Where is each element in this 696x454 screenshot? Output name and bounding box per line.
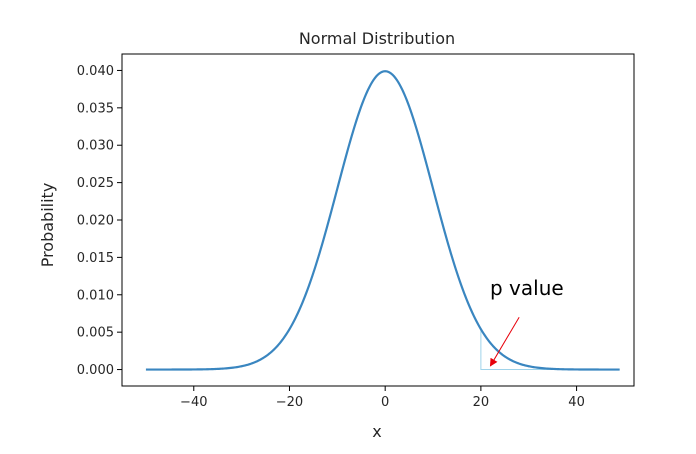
y-tick-label: 0.040 — [77, 64, 114, 79]
axes-layer: −40 −20 0 20 40 0.000 0.005 0.010 0.015 0.020 0.02… — [77, 53, 635, 410]
x-tick-label: 0 — [381, 395, 389, 410]
x-tick-label: −40 — [180, 395, 207, 410]
x-tick-label: 20 — [473, 395, 490, 410]
annotation-layer — [489, 316, 520, 367]
pdf-curve-line — [145, 70, 620, 371]
curve-layer — [145, 70, 620, 371]
y-tick-label: 0.005 — [77, 326, 114, 341]
y-tick-label: 0.015 — [77, 251, 114, 266]
p-value-shaded-region — [480, 327, 620, 371]
y-tick-label: 0.025 — [77, 176, 114, 191]
y-tick-label: 0.020 — [77, 214, 114, 229]
p-value-arrow — [489, 316, 520, 367]
y-axis-label: Probability — [38, 183, 57, 268]
chart-title: Normal Distribution — [299, 29, 455, 48]
x-axis-label: x — [372, 422, 381, 441]
plot-frame — [121, 53, 635, 387]
y-tick-label: 0.000 — [77, 363, 114, 378]
x-tick-label: 40 — [568, 395, 585, 410]
shaded-region-layer — [480, 327, 620, 371]
x-tick-label: −20 — [276, 395, 303, 410]
y-tick-label: 0.030 — [77, 139, 114, 154]
y-tick-label: 0.010 — [77, 288, 114, 303]
y-tick-label: 0.035 — [77, 101, 114, 116]
p-value-annotation-text: p value — [490, 276, 564, 300]
